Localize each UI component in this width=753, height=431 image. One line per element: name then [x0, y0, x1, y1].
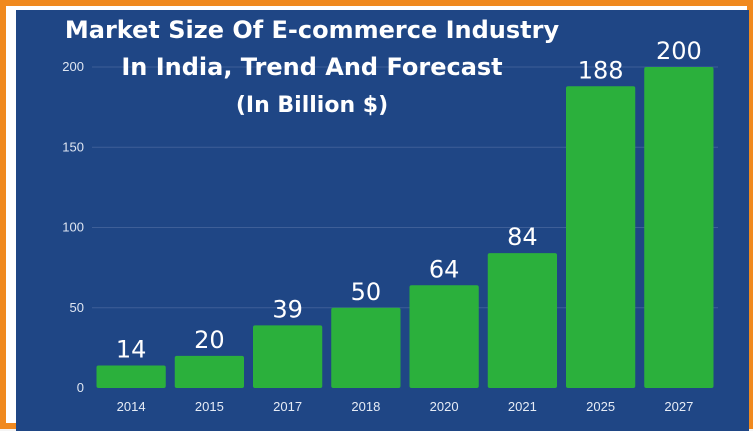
bar-2020 — [409, 285, 479, 388]
x-tick-label: 2014 — [117, 399, 146, 414]
value-label: 39 — [272, 295, 303, 323]
value-label: 200 — [656, 37, 702, 65]
value-label: 64 — [429, 255, 460, 283]
value-label: 50 — [351, 278, 382, 306]
value-label: 188 — [578, 56, 624, 84]
bar-2025 — [565, 86, 636, 388]
y-tick-label: 50 — [70, 300, 84, 315]
bar-2027 — [644, 67, 714, 388]
bars — [96, 67, 714, 388]
bar-2014 — [96, 365, 166, 388]
y-tick-label: 200 — [62, 59, 84, 74]
x-tick-label: 2027 — [664, 399, 693, 414]
value-labels: 14 20 39 50 64 84 188 200 — [116, 37, 702, 364]
bar-2018 — [331, 307, 401, 388]
bar-2021 — [487, 253, 558, 388]
x-tick-label: 2017 — [273, 399, 302, 414]
bar-2017 — [252, 325, 323, 388]
x-tick-label: 2018 — [351, 399, 380, 414]
y-axis-ticks: 0 50 100 150 200 — [62, 59, 84, 395]
y-tick-label: 150 — [62, 139, 84, 154]
chart-title-line-1: Market Size Of E-commerce Industry — [65, 16, 560, 44]
x-tick-label: 2021 — [508, 399, 537, 414]
chart-title: Market Size Of E-commerce Industry In In… — [65, 16, 560, 118]
x-tick-label: 2025 — [586, 399, 615, 414]
x-tick-label: 2020 — [430, 399, 459, 414]
value-label: 20 — [194, 326, 225, 354]
value-label: 14 — [116, 336, 147, 364]
value-label: 84 — [507, 223, 538, 251]
y-tick-label: 100 — [62, 220, 84, 235]
x-tick-label: 2015 — [195, 399, 224, 414]
x-axis-ticks: 2014 2015 2017 2018 2020 2021 2025 2027 — [117, 399, 694, 414]
y-tick-label: 0 — [77, 380, 84, 395]
chart-title-line-3: (In Billion $) — [236, 93, 388, 118]
bar-2015 — [174, 355, 245, 388]
chart-title-line-2: In India, Trend And Forecast — [121, 53, 502, 81]
